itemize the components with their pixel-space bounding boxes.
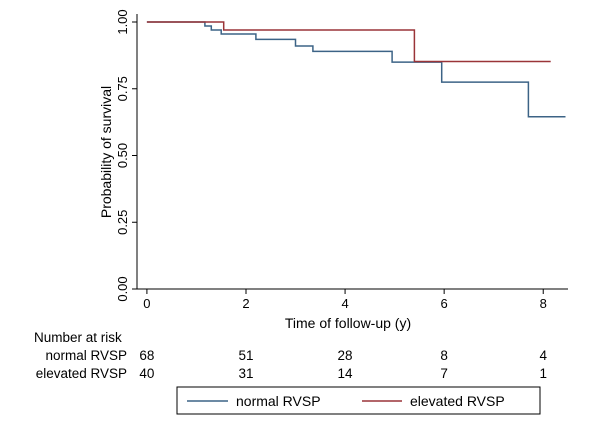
y-tick-label: 0.00 <box>115 276 130 301</box>
survival-curves <box>146 21 566 118</box>
x-tick-label: 4 <box>341 296 348 311</box>
survival-curve-normal-rvsp <box>146 21 566 118</box>
y-tick-label: 0.25 <box>115 210 130 235</box>
risk-value: 51 <box>238 348 253 363</box>
y-tick-label: 0.75 <box>115 76 130 101</box>
legend-label-normal: normal RVSP <box>236 393 321 409</box>
x-tick-label: 0 <box>143 296 150 311</box>
risk-value: 31 <box>238 366 253 381</box>
risk-value: 68 <box>139 348 154 363</box>
risk-table-title: Number at risk <box>34 330 122 345</box>
legend: normal RVSP elevated RVSP <box>176 386 541 415</box>
risk-values: 68 51 28 8 4 40 31 14 7 1 <box>139 348 547 381</box>
x-tick-label: 6 <box>441 296 448 311</box>
y-tick-label: 1.00 <box>115 9 130 34</box>
y-tick-label: 0.50 <box>115 143 130 168</box>
risk-value: 28 <box>338 348 353 363</box>
legend-label-elevated: elevated RVSP <box>410 393 505 409</box>
axes: 0.00 0.25 0.50 0.75 1.00 0 2 4 6 8 <box>115 9 568 311</box>
risk-row-label-elevated: elevated RVSP <box>36 366 127 381</box>
x-tick-label: 2 <box>242 296 249 311</box>
legend-box <box>176 386 541 415</box>
risk-value: 14 <box>338 366 354 381</box>
risk-value: 4 <box>539 348 547 363</box>
risk-value: 7 <box>440 366 448 381</box>
risk-value: 8 <box>440 348 448 363</box>
risk-value: 40 <box>139 366 154 381</box>
survival-curve-elevated-rvsp <box>146 21 551 63</box>
risk-row-label-normal: normal RVSP <box>45 348 127 363</box>
x-tick-label: 8 <box>540 296 547 311</box>
y-axis-label: Probability of survival <box>98 86 114 218</box>
risk-value: 1 <box>539 366 547 381</box>
x-axis-label: Time of follow-up (y) <box>285 315 411 331</box>
risk-table: Number at risk normal RVSP elevated RVSP… <box>34 330 547 381</box>
